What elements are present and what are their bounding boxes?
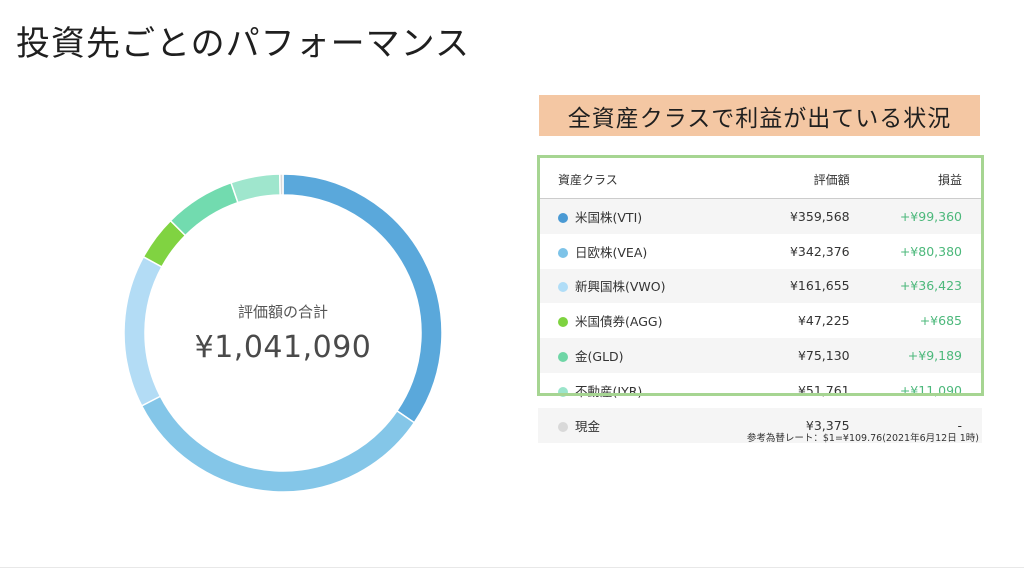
table-row: 日欧株(VEA) ¥342,376 +¥80,380 xyxy=(538,234,982,269)
asset-name-cell: 不動産(IYR) xyxy=(538,373,725,408)
table-header-row: 資産クラス 評価額 損益 xyxy=(538,160,982,199)
asset-name: 日欧株(VEA) xyxy=(575,244,648,260)
total-value: ¥1,041,090 xyxy=(194,330,372,365)
asset-value: ¥47,225 xyxy=(797,313,850,329)
highlight-banner: 全資産クラスで利益が出ている状況 xyxy=(539,95,980,136)
table-row: 米国債券(AGG) ¥47,225 +¥685 xyxy=(538,303,982,338)
asset-value: ¥3,375 xyxy=(724,407,851,443)
table-row: 不動産(IYR) ¥51,761 +¥11,090 xyxy=(538,373,982,408)
asset-name-cell: 米国株(VTI) xyxy=(538,198,725,234)
asset-value: ¥51,761 xyxy=(797,382,850,398)
asset-profit-loss: +¥685 xyxy=(919,313,962,329)
asset-profit-loss: +¥11,090 xyxy=(899,382,962,398)
exchange-rate-footnote: 参考為替レート：$1=¥109.76(2021年6月12日 1時) xyxy=(746,433,979,444)
asset-profit-loss: +¥9,189 xyxy=(850,338,982,373)
asset-profit-loss: - xyxy=(850,407,982,443)
table-row: 現金 ¥3,375- xyxy=(538,407,982,443)
asset-profit-loss: +¥36,423 xyxy=(850,268,982,304)
asset-value: ¥75,130 xyxy=(724,338,851,373)
legend-dot-icon xyxy=(558,247,568,258)
asset-value: ¥161,655 xyxy=(724,268,851,304)
bottom-divider xyxy=(0,567,1024,568)
page-title: 投資先ごとのパフォーマンス xyxy=(16,24,470,64)
header-profit-loss: 損益 xyxy=(850,160,982,199)
asset-table: 資産クラス 評価額 損益 米国株(VTI) ¥359,568 +¥99,360 日欧株… xyxy=(538,160,982,443)
legend-dot-icon xyxy=(558,212,568,223)
legend-dot-icon xyxy=(558,282,568,293)
asset-table-container: 資産クラス 評価額 損益 米国株(VTI) ¥359,568 +¥99,360 日欧株… xyxy=(538,160,982,443)
asset-name: 新興国株(VWO) xyxy=(575,279,666,295)
asset-name-cell: 現金 xyxy=(538,407,725,443)
header-value: 評価額 xyxy=(724,160,851,199)
donut-svg xyxy=(123,173,443,493)
legend-dot-icon xyxy=(558,317,568,328)
asset-name-cell: 米国債券(AGG) xyxy=(538,303,725,338)
asset-name: 不動産(IYR) xyxy=(575,383,643,399)
asset-name: 金(GLD) xyxy=(575,349,624,365)
table-row: 米国株(VTI) ¥359,568 +¥99,360 xyxy=(538,198,982,234)
asset-name-cell: 新興国株(VWO) xyxy=(538,268,725,304)
asset-name: 現金 xyxy=(575,418,601,434)
donut-chart: 評価額の合計 ¥1,041,090 xyxy=(122,172,444,494)
asset-name-cell: 金(GLD) xyxy=(538,338,725,373)
donut-center: 評価額の合計 ¥1,041,090 xyxy=(122,172,444,494)
legend-dot-icon xyxy=(558,352,568,363)
donut-slice-6 xyxy=(278,173,284,196)
asset-name: 米国債券(AGG) xyxy=(575,314,663,330)
asset-profit-loss: +¥80,380 xyxy=(899,243,962,259)
table-row: 金(GLD) ¥75,130 +¥9,189 xyxy=(538,338,982,373)
legend-dot-icon xyxy=(558,386,568,397)
asset-value: ¥342,376 xyxy=(789,243,850,259)
table-row: 新興国株(VWO) ¥161,655 +¥36,423 xyxy=(538,268,982,304)
total-label: 評価額の合計 xyxy=(237,303,328,321)
header-asset-class: 資産クラス xyxy=(538,160,725,199)
asset-name: 米国株(VTI) xyxy=(575,209,643,225)
asset-profit-loss: +¥99,360 xyxy=(850,198,982,234)
table-body: 米国株(VTI) ¥359,568 +¥99,360 日欧株(VEA) ¥342,376… xyxy=(538,198,982,443)
asset-value: ¥359,568 xyxy=(724,198,851,234)
legend-dot-icon xyxy=(558,421,568,432)
asset-name-cell: 日欧株(VEA) xyxy=(538,234,725,269)
